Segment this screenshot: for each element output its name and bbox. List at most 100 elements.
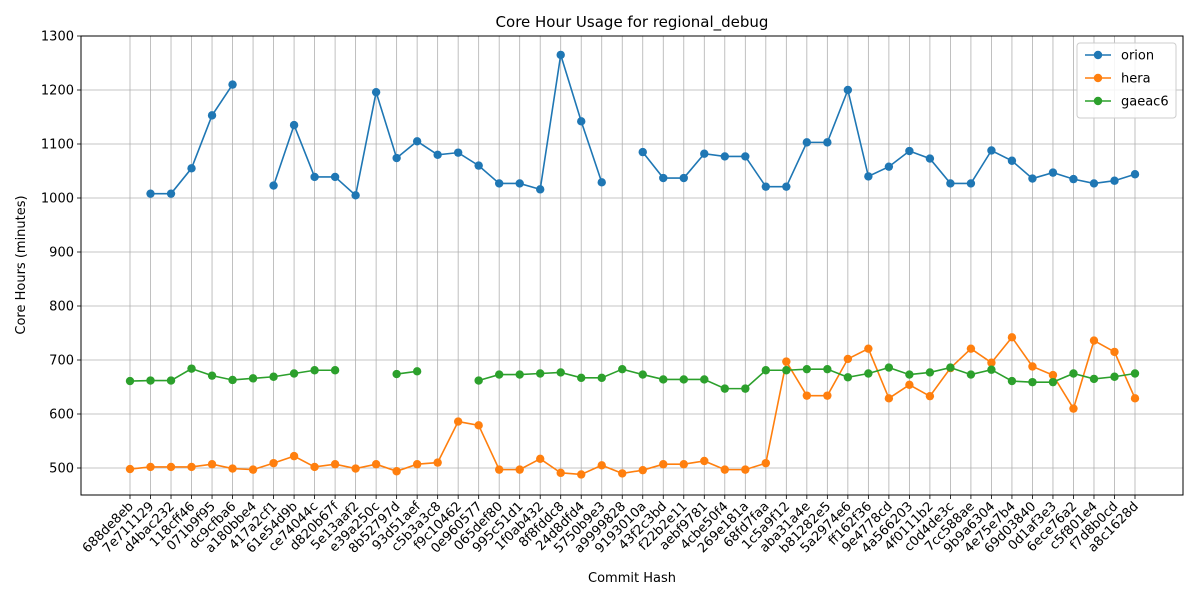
data-point [946,179,955,188]
data-point [946,363,955,372]
y-axis-label: Core Hours (minutes) [14,195,29,334]
legend: orion hera gaeac6 [1076,42,1177,119]
data-point [1089,374,1099,384]
data-point [925,154,935,163]
data-point [966,344,976,353]
data-point [1048,168,1058,177]
data-point [720,465,729,474]
data-point [556,50,565,60]
data-point [371,460,381,469]
data-point [843,373,853,382]
data-point [700,456,709,466]
data-point [392,153,401,163]
data-point [289,369,299,378]
data-point [905,146,914,156]
data-point [166,462,176,472]
data-point [207,460,217,469]
data-point [433,458,442,467]
data-point [1110,347,1119,357]
series-hera [125,333,1140,479]
data-point [1130,170,1140,179]
series-orion [146,50,1140,200]
data-point [782,366,791,375]
data-point [1028,362,1037,371]
legend-marker [1093,73,1103,83]
data-point [905,380,914,390]
data-point [515,465,524,474]
x-axis-label: Commit Hash [588,571,676,586]
data-point [597,461,606,470]
data-point [823,364,832,374]
series-layer [125,50,1140,479]
data-point [659,460,668,469]
data-point [556,368,565,377]
data-point [1069,404,1078,413]
data-point [289,120,299,130]
data-point [228,464,237,473]
data-point [1007,376,1017,386]
data-point [494,465,504,474]
data-point [782,357,791,366]
data-point [392,369,401,379]
data-point [494,179,504,188]
data-point [741,465,750,474]
legend-label: gaeac6 [1121,95,1169,110]
data-point [187,364,196,373]
data-point [1069,174,1078,184]
data-point [453,148,463,157]
data-point [187,164,196,173]
data-point [536,454,545,464]
y-tick-label: 600 [49,408,74,423]
data-point [269,181,278,190]
y-tick-label: 1300 [41,30,74,45]
legend-label: orion [1121,49,1154,64]
data-point [720,152,729,161]
data-point [1110,372,1119,381]
data-point [1028,174,1037,183]
data-point [1069,369,1078,378]
data-point [987,146,996,155]
data-point [412,367,422,376]
data-point [515,179,524,188]
y-tick-label: 800 [49,300,74,315]
data-point [802,138,812,147]
data-point [761,182,771,191]
legend-marker [1093,50,1103,60]
data-point [330,172,340,182]
y-tick-label: 500 [49,462,74,477]
data-point [1089,179,1099,188]
data-point [802,391,812,400]
data-point [412,137,422,146]
series-gaeac6 [125,363,1140,393]
data-point [823,391,832,400]
data-point [536,185,545,194]
data-point [228,375,237,385]
data-point [597,178,606,187]
data-point [248,374,258,383]
legend-item-gaeac6: gaeac6 [1085,95,1169,110]
data-point [351,191,360,200]
data-point [638,465,647,475]
data-point [761,366,771,375]
data-point [577,470,586,479]
data-point [741,152,750,161]
data-point [146,376,155,385]
data-point [925,368,935,377]
data-point [166,376,176,385]
data-point [843,354,853,364]
data-point [125,464,135,474]
data-point [843,85,853,95]
data-point [1028,377,1037,387]
data-point [679,173,688,183]
data-point [823,138,832,147]
series-line [129,335,1136,476]
data-point [884,394,894,403]
data-point [474,421,483,430]
data-point [720,384,729,393]
data-point [987,358,996,367]
data-point [1007,333,1017,342]
y-tick-label: 1000 [41,192,74,207]
data-point [802,364,812,374]
data-point [679,460,688,469]
legend-item-hera: hera [1085,72,1151,87]
